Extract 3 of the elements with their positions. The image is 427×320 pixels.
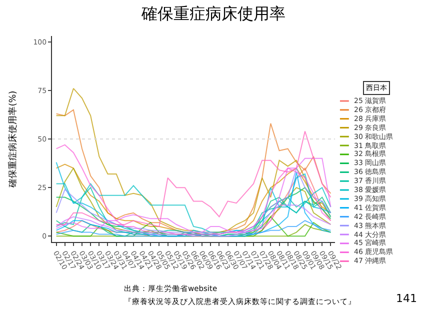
y-axis-title: 確保重症病床使用率(%) [8, 90, 19, 188]
chart-title: 確保重症病床使用率 [140, 4, 286, 24]
text: 141 [396, 292, 417, 305]
